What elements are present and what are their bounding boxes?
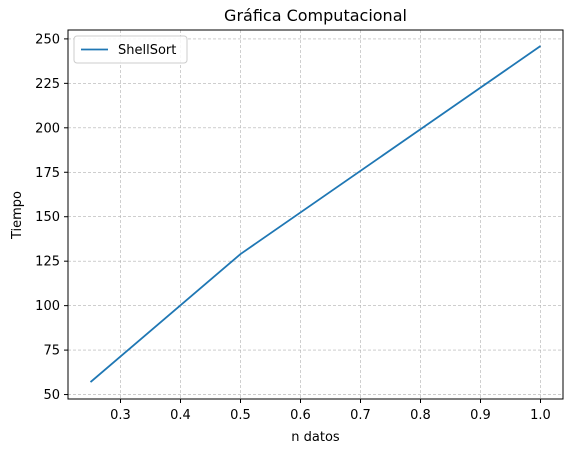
x-tick-label: 0.8 <box>410 408 431 423</box>
y-tick-label: 125 <box>35 255 60 270</box>
x-tick-label: 0.6 <box>290 408 311 423</box>
y-tick-label: 75 <box>43 344 60 359</box>
y-tick-label: 250 <box>35 32 60 47</box>
plot-area <box>68 30 563 399</box>
y-tick-label: 100 <box>35 299 60 314</box>
y-tick-label: 225 <box>35 77 60 92</box>
x-axis-label: n datos <box>291 430 340 445</box>
y-tick-label: 50 <box>43 388 60 403</box>
y-tick-label: 150 <box>35 210 60 225</box>
x-tick-label: 0.9 <box>470 408 491 423</box>
x-tick-label: 1.0 <box>530 408 551 423</box>
x-tick-label: 0.5 <box>230 408 251 423</box>
y-axis-label: Tiempo <box>10 191 25 240</box>
plot-frame <box>67 29 564 400</box>
y-axis-ticks: 50 75 100 125 150 175 200 225 250 <box>35 32 68 403</box>
series-line-shellsort <box>89 45 542 383</box>
x-tick-label: 0.4 <box>170 408 191 423</box>
legend: ShellSort <box>73 35 188 64</box>
y-tick-label: 200 <box>35 121 60 136</box>
chart-title: Gráfica Computacional <box>224 6 407 25</box>
x-tick-label: 0.7 <box>350 408 371 423</box>
x-axis-ticks: 0.3 0.4 0.5 0.6 0.7 0.8 0.9 1.0 <box>110 399 551 423</box>
x-tick-label: 0.3 <box>110 408 131 423</box>
y-tick-label: 175 <box>35 166 60 181</box>
legend-label-shellsort: ShellSort <box>118 43 176 58</box>
series-layer <box>89 45 542 383</box>
legend-box <box>73 35 188 64</box>
